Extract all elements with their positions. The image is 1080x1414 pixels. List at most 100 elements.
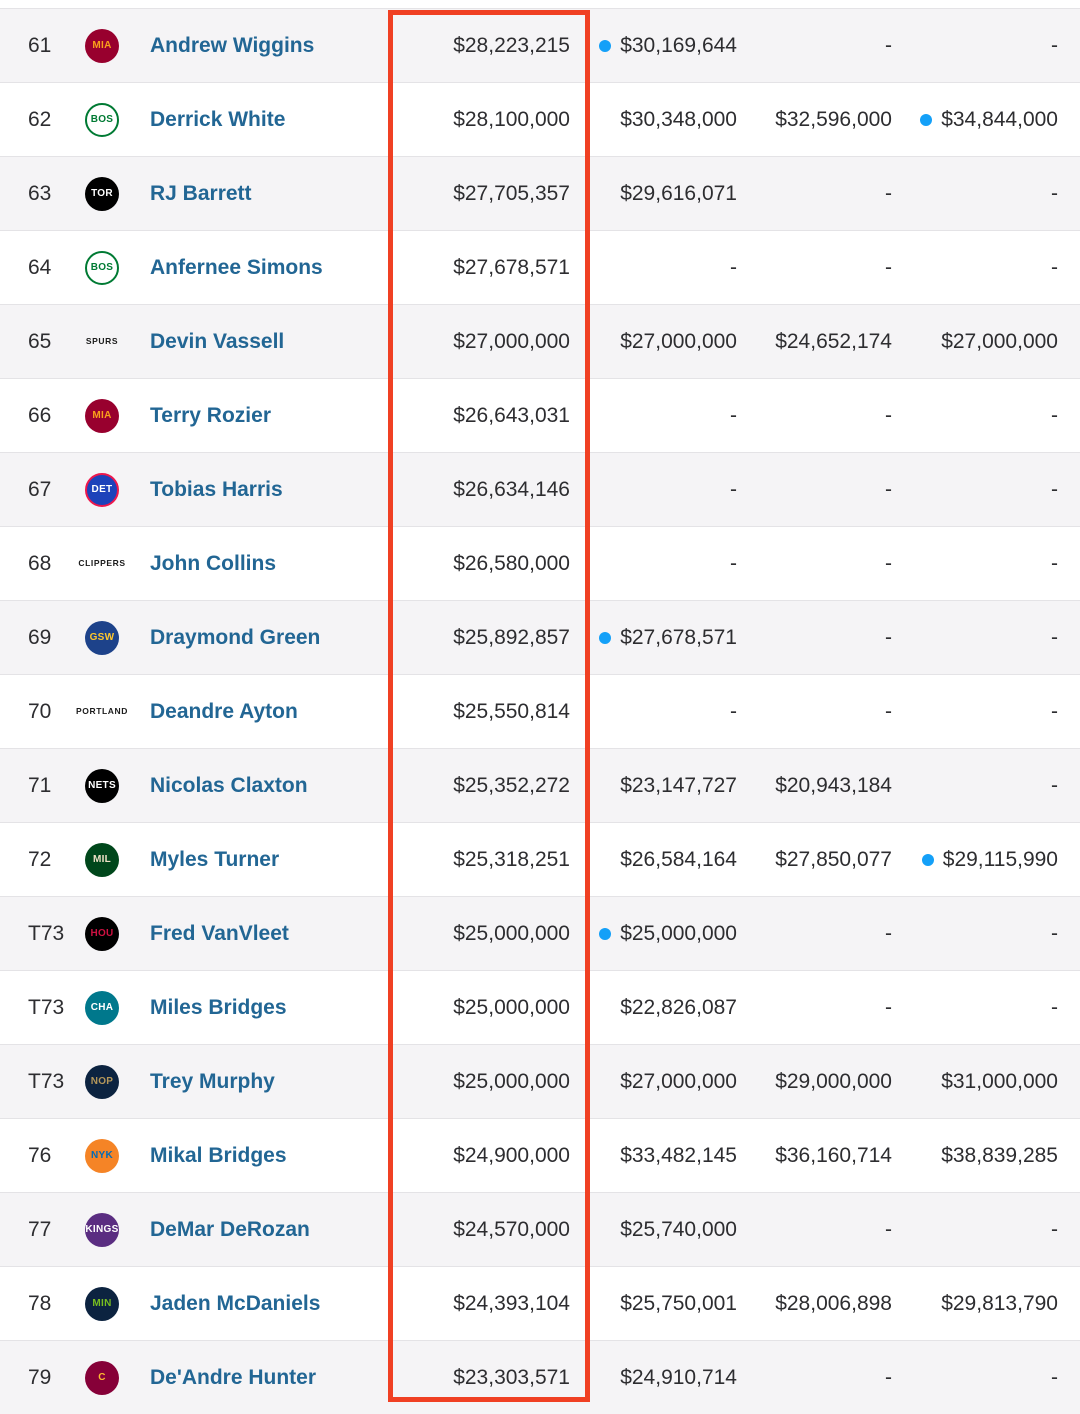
raptors-logo-icon[interactable]: TOR	[85, 176, 119, 211]
salary-cell-year3: $36,160,714	[737, 1144, 892, 1168]
timberwolves-logo-icon[interactable]: MIN	[85, 1286, 119, 1321]
cavaliers-logo-icon[interactable]: C	[85, 1360, 119, 1395]
player-name-link[interactable]: Deandre Ayton	[150, 699, 298, 723]
player-name-link[interactable]: Mikal Bridges	[150, 1143, 287, 1167]
rank-cell: T73	[28, 995, 65, 1019]
spurs-logo-icon[interactable]: SPURS	[85, 335, 119, 346]
rank-cell: 61	[28, 33, 52, 57]
salary-value: -	[1051, 403, 1058, 427]
salary-value: $24,900,000	[453, 1143, 570, 1167]
warriors-logo-icon[interactable]: GSW	[85, 620, 119, 655]
salary-value: $30,348,000	[620, 107, 737, 131]
player-name-link[interactable]: Nicolas Claxton	[150, 773, 308, 797]
player-name-link[interactable]: Tobias Harris	[150, 477, 283, 501]
salary-cell-year3: $20,943,184	[737, 774, 892, 798]
player-name-cell: Myles Turner	[130, 848, 390, 872]
table-row: T73 HOU Fred VanVleet $25,000,000 $25,00…	[0, 897, 1080, 971]
player-name-cell: DeMar DeRozan	[130, 1218, 390, 1242]
salary-cell-year1: $24,570,000	[390, 1218, 572, 1242]
salary-value: $27,000,000	[941, 329, 1058, 353]
rockets-logo-icon[interactable]: HOU	[85, 916, 119, 951]
player-name-link[interactable]: Derrick White	[150, 107, 286, 131]
team-logo-cell: TOR	[74, 176, 130, 211]
salary-cell-year2: $25,740,000	[572, 1218, 737, 1242]
table-row: 64 BOS Anfernee Simons $27,678,571 - - -	[0, 231, 1080, 305]
player-name-link[interactable]: Miles Bridges	[150, 995, 287, 1019]
salary-value: $23,147,727	[620, 773, 737, 797]
salary-cell-year1: $25,000,000	[390, 1070, 572, 1094]
table-row: 72 MIL Myles Turner $25,318,251 $26,584,…	[0, 823, 1080, 897]
player-name-link[interactable]: DeMar DeRozan	[150, 1217, 310, 1241]
salary-value: $27,000,000	[620, 1069, 737, 1093]
salary-value: -	[885, 33, 892, 57]
salary-value: -	[885, 699, 892, 723]
salary-cell-year2: $23,147,727	[572, 774, 737, 798]
salary-cell-year2: $30,169,644	[572, 34, 737, 58]
clippers-logo-icon[interactable]: CLIPPERS	[78, 557, 126, 568]
rank-cell: 77	[28, 1217, 52, 1241]
salary-value: -	[885, 995, 892, 1019]
team-logo-cell: NETS	[74, 768, 130, 803]
salary-value: -	[730, 477, 737, 501]
player-name-link[interactable]: Andrew Wiggins	[150, 33, 315, 57]
salary-cell-year4: -	[892, 996, 1080, 1020]
player-name-cell: Fred VanVleet	[130, 922, 390, 946]
team-logo-cell: MIA	[74, 28, 130, 63]
celtics-logo-icon[interactable]: BOS	[85, 250, 119, 285]
table-row: 70 PORTLAND Deandre Ayton $25,550,814 - …	[0, 675, 1080, 749]
salary-cell-year1: $26,634,146	[390, 478, 572, 502]
salary-value: $26,584,164	[620, 847, 737, 871]
salary-value: $25,000,000	[453, 1069, 570, 1093]
rank-cell: 78	[28, 1291, 52, 1315]
player-name-link[interactable]: Myles Turner	[150, 847, 280, 871]
salary-cell-year3: -	[737, 626, 892, 650]
player-name-link[interactable]: Terry Rozier	[150, 403, 271, 427]
knicks-logo-icon[interactable]: NYK	[85, 1138, 119, 1173]
celtics-logo-icon[interactable]: BOS	[85, 102, 119, 137]
salary-cell-year2: -	[572, 256, 737, 280]
pistons-logo-icon[interactable]: DET	[85, 472, 119, 507]
trail-blazers-logo-icon[interactable]: PORTLAND	[75, 705, 129, 716]
salary-cell-year4: $38,839,285	[892, 1144, 1080, 1168]
player-name-link[interactable]: Jaden McDaniels	[150, 1291, 321, 1315]
heat-logo-icon[interactable]: MIA	[85, 28, 119, 63]
salary-cell-year2: $25,000,000	[572, 922, 737, 946]
salary-cell-year4: -	[892, 1366, 1080, 1390]
table-row: 76 NYK Mikal Bridges $24,900,000 $33,482…	[0, 1119, 1080, 1193]
salary-value: -	[1051, 921, 1058, 945]
player-name-link[interactable]: De'Andre Hunter	[150, 1365, 317, 1389]
salary-cell-year3: -	[737, 404, 892, 428]
team-logo-cell: CLIPPERS	[74, 557, 130, 568]
salary-cell-year4: -	[892, 478, 1080, 502]
player-name-link[interactable]: Anfernee Simons	[150, 255, 323, 279]
salary-cell-year4: -	[892, 552, 1080, 576]
pelicans-logo-icon[interactable]: NOP	[85, 1064, 119, 1099]
player-name-link[interactable]: John Collins	[150, 551, 276, 575]
salary-cell-year3: -	[737, 552, 892, 576]
salary-cell-year4: -	[892, 1218, 1080, 1242]
salary-value: -	[885, 921, 892, 945]
player-name-link[interactable]: Trey Murphy	[150, 1069, 275, 1093]
player-name-link[interactable]: Draymond Green	[150, 625, 321, 649]
salary-cell-year4: -	[892, 34, 1080, 58]
salary-value: -	[730, 255, 737, 279]
salary-cell-year1: $27,705,357	[390, 182, 572, 206]
salary-value: $25,750,001	[620, 1291, 737, 1315]
salary-cell-year1: $25,550,814	[390, 700, 572, 724]
bucks-logo-icon[interactable]: MIL	[85, 842, 119, 877]
player-name-link[interactable]: RJ Barrett	[150, 181, 252, 205]
heat-logo-icon[interactable]: MIA	[85, 398, 119, 433]
salary-cell-year4: $31,000,000	[892, 1070, 1080, 1094]
player-name-link[interactable]: Devin Vassell	[150, 329, 285, 353]
nets-logo-icon[interactable]: NETS	[85, 768, 119, 803]
salary-cell-year1: $24,393,104	[390, 1292, 572, 1316]
hornets-logo-icon[interactable]: CHA	[85, 990, 119, 1025]
player-name-link[interactable]: Fred VanVleet	[150, 921, 289, 945]
salary-value: -	[885, 1217, 892, 1241]
kings-logo-icon[interactable]: KINGS	[85, 1212, 119, 1247]
player-name-cell: Andrew Wiggins	[130, 34, 390, 58]
rank-cell: T73	[28, 921, 65, 945]
table-row: 63 TOR RJ Barrett $27,705,357 $29,616,07…	[0, 157, 1080, 231]
salary-value: $24,910,714	[620, 1365, 737, 1389]
salary-value: $25,892,857	[453, 625, 570, 649]
